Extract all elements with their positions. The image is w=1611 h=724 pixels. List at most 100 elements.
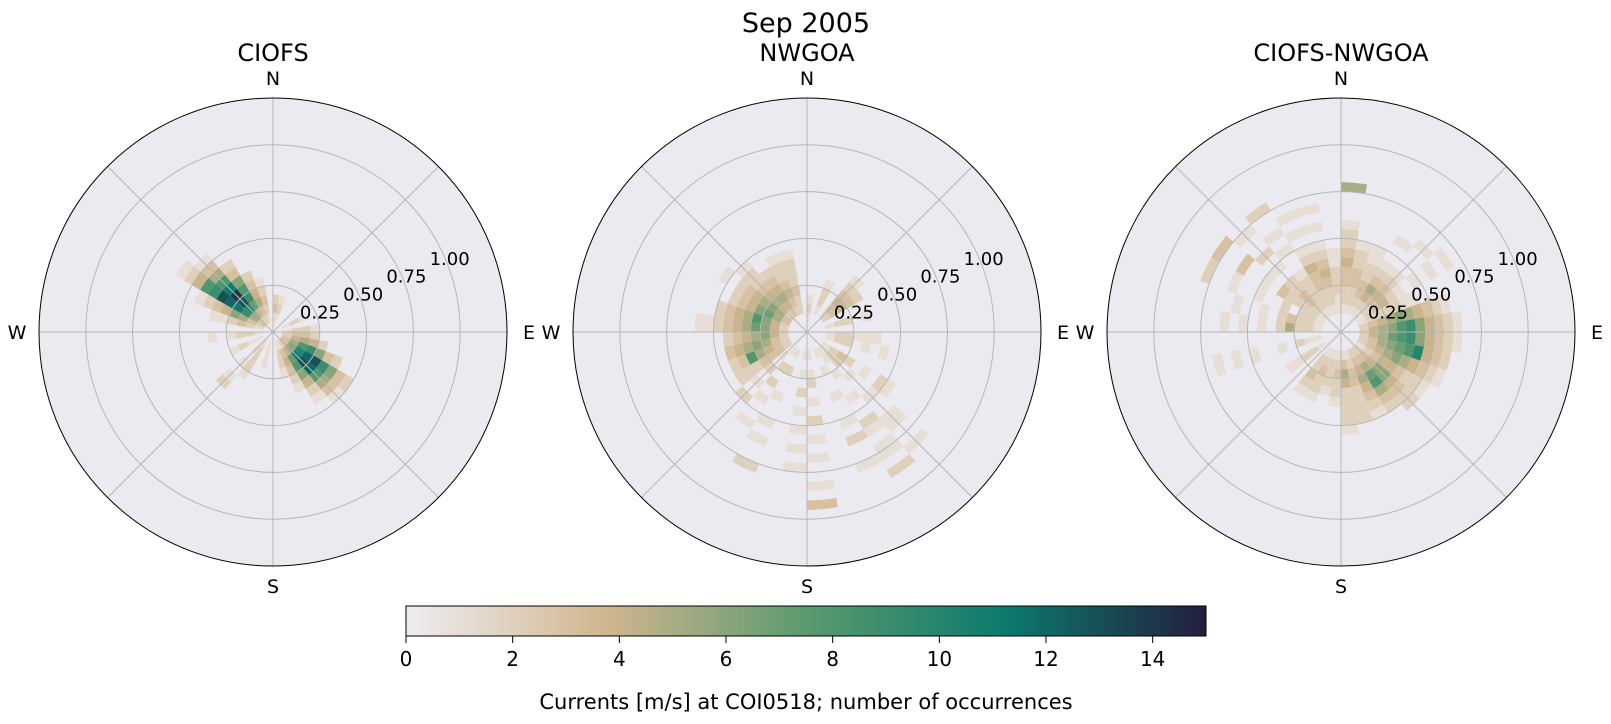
rose-cell <box>240 307 252 318</box>
rose-cell <box>258 305 267 316</box>
rose-cell <box>263 304 270 315</box>
rose-cell <box>745 299 759 313</box>
rose-cell <box>750 289 764 304</box>
rose-cell <box>1347 305 1356 316</box>
rose-cell <box>255 322 265 329</box>
rose-cell <box>751 312 764 324</box>
rose-cell <box>1433 314 1444 332</box>
rose-cell <box>1396 320 1407 332</box>
rose-cell <box>260 358 269 369</box>
rose-cell <box>235 332 246 339</box>
rose-cell <box>1317 288 1329 300</box>
rose-cell <box>1381 303 1394 316</box>
rose-cell <box>191 271 209 290</box>
rose-cell <box>1397 294 1412 310</box>
radial-tick-label: 0.75 <box>386 267 426 288</box>
rose-cell <box>736 294 751 310</box>
rose-cell <box>1367 336 1378 345</box>
rose-cell <box>807 451 830 464</box>
rose-cell <box>282 332 292 336</box>
rose-cell <box>316 340 329 352</box>
rose-cell <box>1413 360 1429 379</box>
rose-cell <box>724 303 737 319</box>
rose-cell <box>279 348 288 359</box>
rose-cell <box>1294 338 1306 349</box>
rose-cell <box>260 295 269 306</box>
rose-cell <box>1284 360 1298 375</box>
rose-cell <box>193 289 209 307</box>
colorbar-gradient <box>405 605 1207 637</box>
rose-cell <box>760 315 772 326</box>
rose-cell <box>807 497 838 510</box>
rose-cell <box>742 364 757 381</box>
rose-cell <box>1276 341 1289 355</box>
rose-cell <box>1308 307 1320 318</box>
rose-cell <box>1284 289 1298 304</box>
rose-cell <box>787 276 799 289</box>
rose-cell <box>807 479 835 492</box>
rose-cell <box>329 354 344 370</box>
rose-cell <box>717 265 736 286</box>
rose-cell <box>1341 219 1361 231</box>
rose-cell <box>758 267 775 282</box>
rose-cell <box>1321 276 1333 289</box>
rose-cell <box>863 418 886 438</box>
rose-cell <box>783 288 795 300</box>
rose-cell <box>1238 314 1249 332</box>
rose-cell <box>1349 276 1361 289</box>
rose-cell <box>1341 229 1359 240</box>
rose-cell <box>300 325 311 332</box>
rose-cell <box>1345 358 1354 369</box>
rose-cell <box>845 429 868 447</box>
rose-cell <box>1341 368 1350 379</box>
colorbar-ticks: 0 2 4 6 8 10 12 14 <box>400 636 1165 671</box>
rose-cell <box>217 312 230 324</box>
rose-cell <box>1368 325 1379 332</box>
panel-outline <box>1106 97 1576 567</box>
rose-cell <box>1347 348 1356 359</box>
rose-cell <box>750 322 761 332</box>
rose-cell <box>1332 368 1341 379</box>
rose-cell <box>784 267 798 280</box>
rose-cell <box>751 340 764 352</box>
rose-cell <box>746 429 769 447</box>
rose-cell <box>760 332 771 341</box>
rose-cell <box>285 364 297 376</box>
rose-cell <box>1276 283 1291 300</box>
rose-cell <box>1352 258 1367 271</box>
rose-cell <box>281 322 291 329</box>
rose-cell <box>1402 343 1415 358</box>
rose-cell <box>778 327 789 332</box>
rose-cell <box>779 335 790 342</box>
rose-cell <box>1327 257 1341 268</box>
rose-cell <box>299 336 310 345</box>
rose-cell <box>774 307 786 318</box>
rose-cell <box>256 319 266 328</box>
rose-cell <box>807 303 812 314</box>
rose-cell <box>254 346 264 357</box>
rose-cell <box>1402 306 1415 321</box>
rose-cell <box>779 322 790 329</box>
rose-cell <box>732 453 759 473</box>
rose-panel-0: 0.250.500.751.00 N E S W CIOFS <box>8 39 535 598</box>
rose-cell <box>1219 310 1231 332</box>
rose-cell <box>1332 285 1341 296</box>
rose-cell <box>1373 382 1390 397</box>
rose-cell <box>1244 202 1271 225</box>
rose-cell <box>769 388 785 403</box>
rose-cell <box>833 336 844 345</box>
rose-cell <box>1359 332 1370 337</box>
rose-cell <box>1344 304 1351 315</box>
radial-tick-label: 1.00 <box>430 249 470 270</box>
rose-cell <box>291 327 302 332</box>
rose-cell <box>263 314 270 324</box>
rose-cell <box>780 317 791 326</box>
rose-cell <box>1262 226 1285 246</box>
radial-tick-label: 0.75 <box>920 267 960 288</box>
rose-cell <box>1316 341 1327 351</box>
rose-cell <box>1405 318 1416 332</box>
rose-cell <box>1362 307 1374 318</box>
rose-cell <box>1423 332 1435 349</box>
rose-cell <box>260 315 269 325</box>
rose-cell <box>282 356 292 368</box>
